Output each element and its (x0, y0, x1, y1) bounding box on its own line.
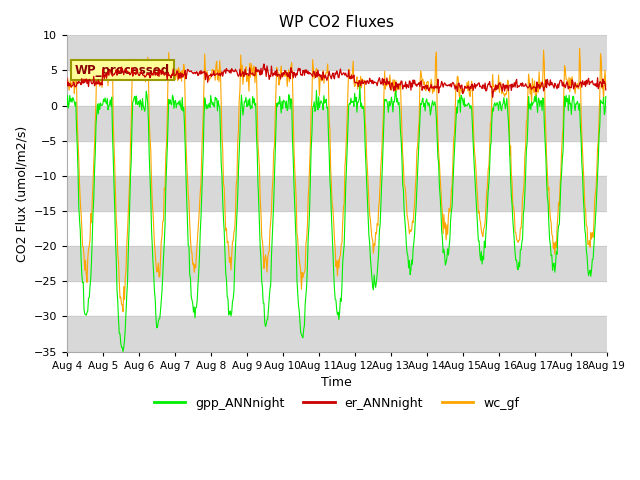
gpp_ANNnight (73, 125, 81, 131)
wc_gf (419, 78, 426, 84)
Line: er_ANNnight: er_ANNnight (67, 64, 606, 97)
gpp_ANNnight (356, 83, 364, 88)
Bar (67, 246, 607, 281)
wc_gf (602, 84, 610, 89)
Text: WP_processed: WP_processed (75, 64, 170, 77)
wc_gf (576, 46, 584, 51)
wc_gf (184, 175, 191, 180)
er_ANNnight (489, 95, 497, 100)
gpp_ANNnight (212, 97, 220, 103)
gpp_ANNnight (129, 99, 136, 105)
er_ANNnight (63, 75, 70, 81)
gpp_ANNnight (419, 96, 427, 101)
Bar (67, 316, 607, 351)
er_ANNnight (602, 87, 610, 93)
wc_gf (403, 200, 410, 206)
gpp_ANNnight (119, 348, 127, 354)
er_ANNnight (128, 65, 136, 71)
Bar (67, 36, 607, 71)
Line: gpp_ANNnight: gpp_ANNnight (67, 85, 606, 351)
gpp_ANNnight (602, 94, 610, 99)
wc_gf (212, 62, 220, 68)
Y-axis label: CO2 Flux (umol/m2/s): CO2 Flux (umol/m2/s) (15, 125, 28, 262)
er_ANNnight (403, 85, 410, 91)
wc_gf (63, 87, 70, 93)
gpp_ANNnight (63, 104, 70, 109)
er_ANNnight (211, 72, 219, 78)
Bar (67, 106, 607, 141)
gpp_ANNnight (403, 250, 411, 256)
Bar (67, 176, 607, 211)
Line: wc_gf: wc_gf (67, 48, 606, 312)
er_ANNnight (419, 87, 426, 93)
wc_gf (119, 309, 127, 314)
gpp_ANNnight (184, 216, 191, 222)
er_ANNnight (260, 61, 268, 67)
er_ANNnight (183, 72, 191, 77)
Title: WP CO2 Fluxes: WP CO2 Fluxes (279, 15, 394, 30)
er_ANNnight (73, 83, 81, 88)
X-axis label: Time: Time (321, 376, 352, 389)
wc_gf (129, 56, 136, 62)
wc_gf (73, 81, 81, 87)
Legend: gpp_ANNnight, er_ANNnight, wc_gf: gpp_ANNnight, er_ANNnight, wc_gf (149, 392, 524, 415)
